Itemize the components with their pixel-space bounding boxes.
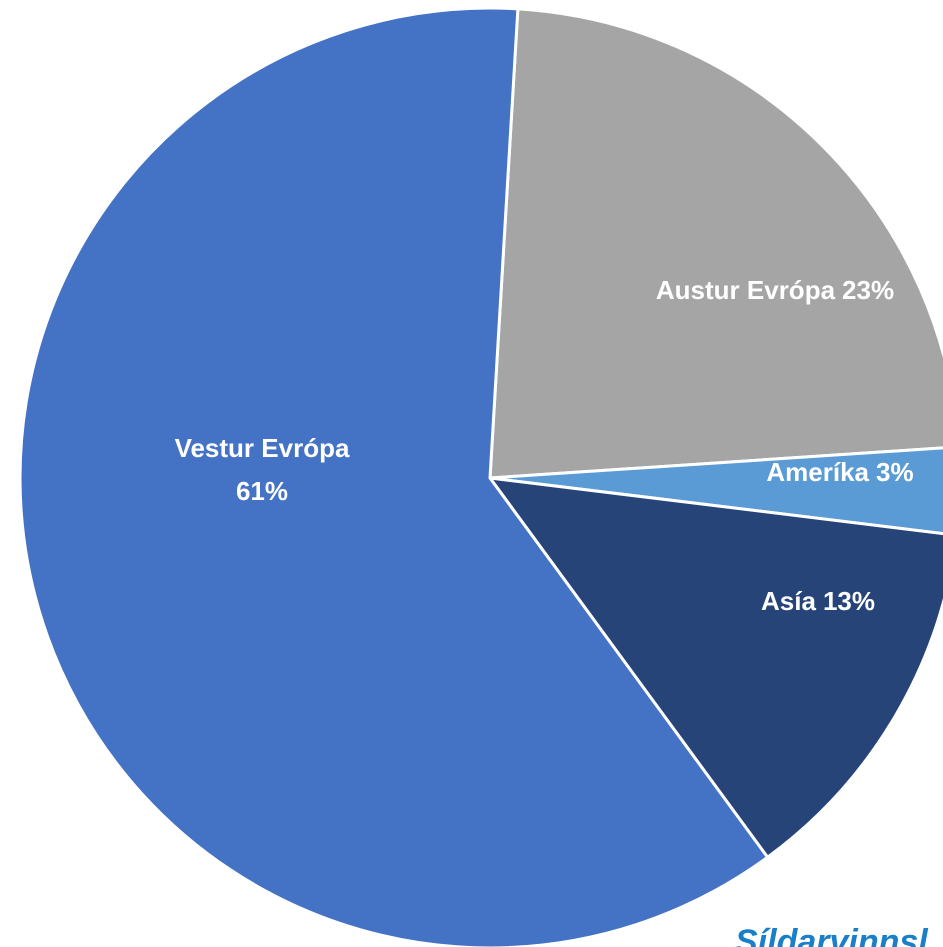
slice-value: 3% [876,457,914,487]
pie-slice [18,6,770,947]
slice-value: 23% [842,275,894,305]
pie-slice [488,7,943,480]
slice-value: 61% [236,476,288,506]
slice-label: Austur Evrópa 23% [656,275,894,305]
pie-slice [489,446,943,536]
slice-name: Asía [761,586,816,616]
source-label: Síldarvinnsl [735,923,929,947]
slice-label: Asía 13% [761,586,875,616]
slice-name: Ameríka [766,457,869,487]
slice-value: 13% [823,586,875,616]
slice-name: Austur Evrópa [656,275,836,305]
pie-slice [486,476,943,860]
slice-label: Vestur Evrópa 61% [175,433,350,506]
slice-label: Ameríka 3% [766,457,913,487]
slice-name: Vestur Evrópa [175,433,350,463]
